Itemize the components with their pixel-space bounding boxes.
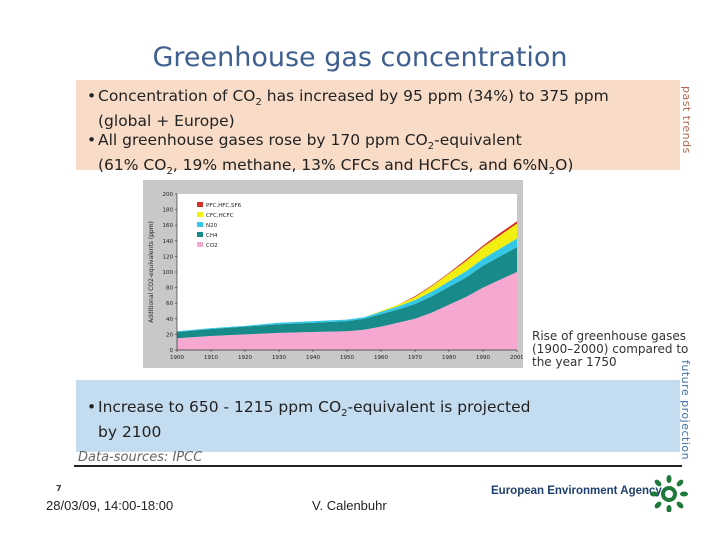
y-tick-label: 100 bbox=[163, 270, 174, 276]
x-tick-label: 1970 bbox=[408, 355, 422, 361]
bullet-co2: • Concentration of CO2 has increased by … bbox=[87, 87, 609, 131]
legend-swatch bbox=[197, 222, 203, 227]
y-tick-label: 160 bbox=[163, 223, 174, 229]
x-tick-label: 1930 bbox=[272, 355, 286, 361]
footer-date: 28/03/09, 14:00-18:00 bbox=[46, 498, 174, 513]
bullet-ghg: • All greenhouse gases rose by 170 ppm C… bbox=[87, 131, 574, 178]
x-tick-label: 1990 bbox=[476, 355, 490, 361]
bullet-future: • Increase to 650 - 1215 ppm CO2-equival… bbox=[87, 398, 531, 442]
y-tick-label: 80 bbox=[166, 286, 173, 292]
slide-number: 7 bbox=[56, 484, 62, 493]
y-tick-label: 40 bbox=[166, 317, 173, 323]
y-axis-label: Additional CO2-equivalents (ppm) bbox=[148, 221, 155, 323]
area-series-co2 bbox=[177, 272, 517, 350]
legend-swatch bbox=[197, 212, 203, 217]
y-tick-label: 140 bbox=[163, 239, 174, 245]
future-projection-label: future projection bbox=[679, 360, 692, 461]
legend-label: CO2 bbox=[206, 243, 218, 249]
legend-swatch bbox=[197, 242, 203, 247]
y-tick-label: 120 bbox=[163, 254, 174, 260]
legend-swatch bbox=[197, 202, 203, 207]
past-trends-box: • Concentration of CO2 has increased by … bbox=[76, 80, 680, 177]
data-source: Data-sources: IPCC bbox=[78, 450, 203, 465]
slide-title: Greenhouse gas concentration bbox=[152, 42, 568, 73]
area-series-cfc-hcfc bbox=[177, 223, 517, 332]
legend-label: CH4 bbox=[206, 233, 218, 239]
legend-label: PFC,HFC,SF6 bbox=[206, 203, 242, 209]
x-tick-label: 2000 bbox=[510, 355, 523, 361]
y-tick-label: 60 bbox=[166, 301, 173, 307]
x-tick-label: 1900 bbox=[170, 355, 184, 361]
area-series-ch4 bbox=[177, 247, 517, 339]
footer-org: European Environment Agency bbox=[491, 485, 662, 497]
y-tick-label: 20 bbox=[166, 332, 173, 338]
y-tick-label: 180 bbox=[163, 208, 174, 214]
past-trends-label: past trends bbox=[680, 86, 693, 154]
y-tick-label: 0 bbox=[170, 348, 174, 354]
chart-note: Rise of greenhouse gases (1900–2000) com… bbox=[532, 329, 689, 369]
future-projection-box: • Increase to 650 - 1215 ppm CO2-equival… bbox=[76, 380, 680, 452]
ghg-chart: 0 20 40 60 80 100 120 140 160 180 200 1900 1910 1920 1… bbox=[148, 192, 524, 361]
x-tick-label: 1940 bbox=[306, 355, 320, 361]
x-tick-label: 1960 bbox=[374, 355, 388, 361]
legend-label: N20 bbox=[206, 223, 218, 229]
legend-swatch bbox=[197, 232, 203, 237]
chart-panel: 0 20 40 60 80 100 120 140 160 180 200 1900 1910 1920 1… bbox=[143, 180, 524, 368]
area-series-n2o bbox=[177, 238, 517, 333]
x-tick-label: 1920 bbox=[238, 355, 252, 361]
legend-label: CFC,HCFC bbox=[206, 213, 234, 219]
x-tick-label: 1950 bbox=[340, 355, 354, 361]
y-tick-label: 200 bbox=[163, 192, 174, 198]
eea-logo-icon bbox=[650, 475, 688, 512]
footer-author: V. Calenbuhr bbox=[312, 498, 387, 513]
x-tick-label: 1910 bbox=[204, 355, 218, 361]
footer-divider bbox=[74, 465, 682, 467]
x-tick-label: 1980 bbox=[442, 355, 456, 361]
